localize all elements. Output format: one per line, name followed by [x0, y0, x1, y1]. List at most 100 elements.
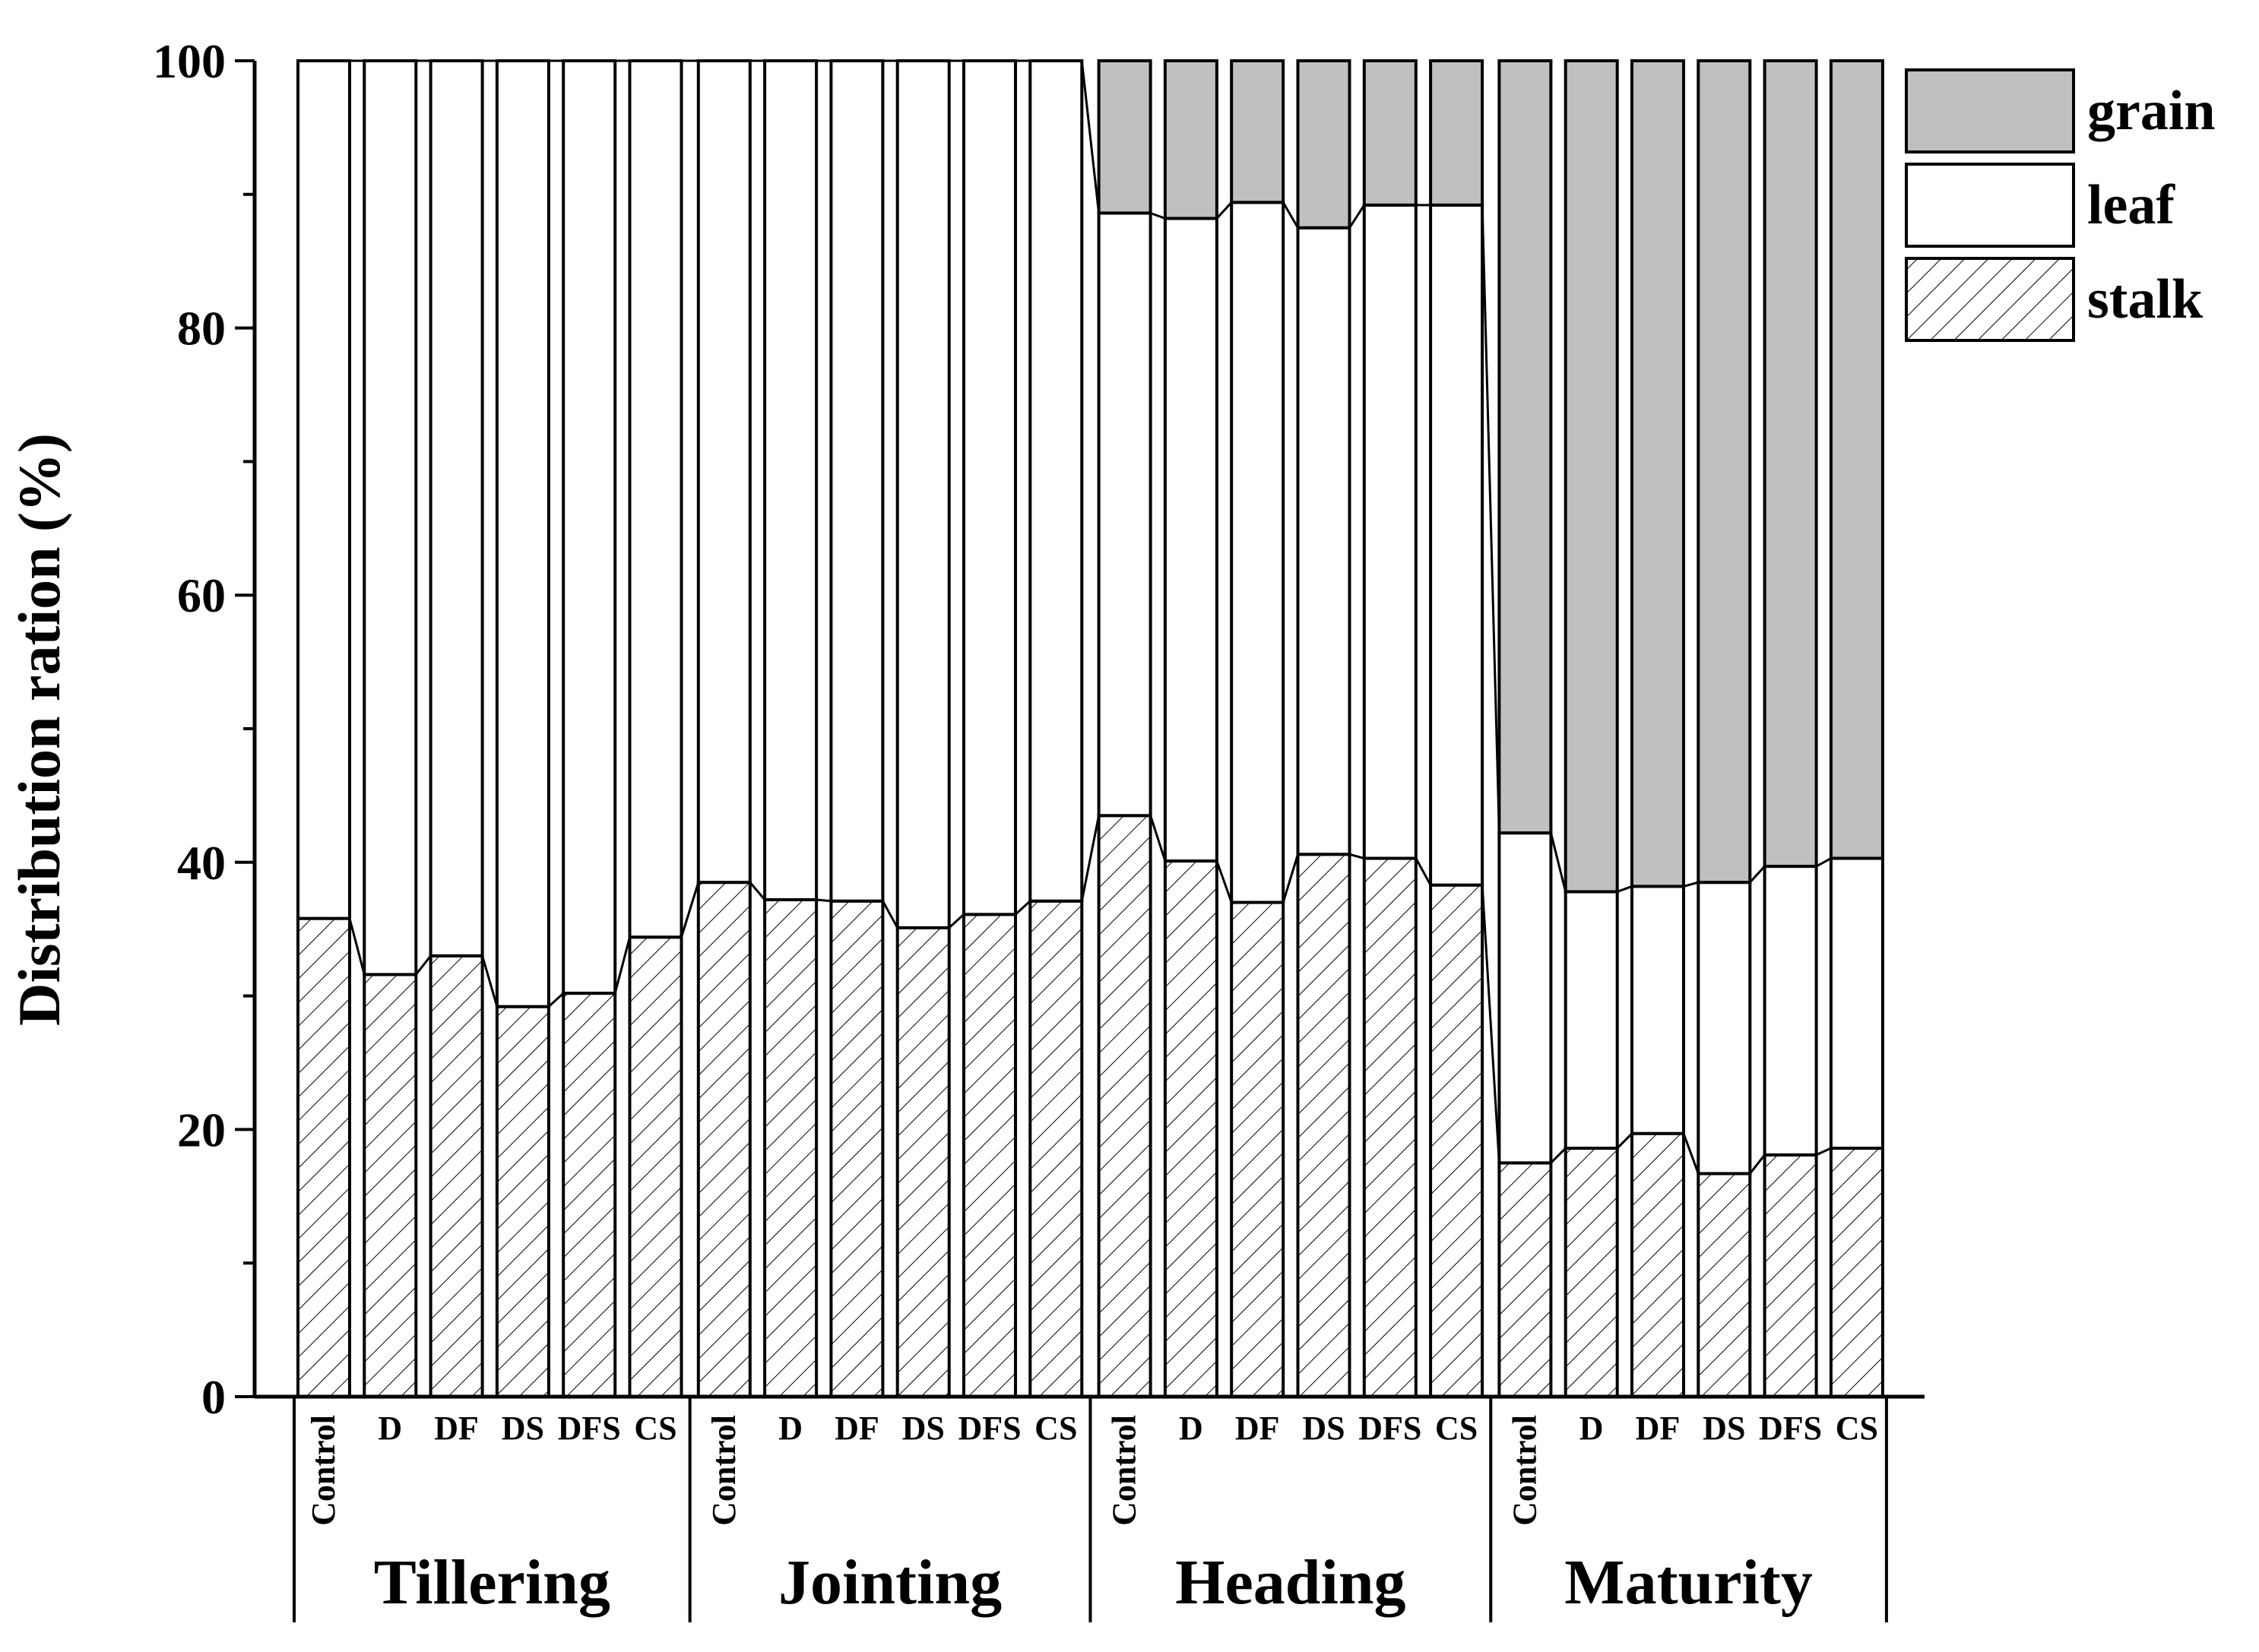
x-axis-labels: Control D DF DS DFS CS Control D DF DS DFS CS Contro… — [293, 1397, 1888, 1622]
group-label-tillering: Tillering — [374, 1547, 610, 1618]
x-tick-label-ds: DS — [1302, 1410, 1345, 1447]
connector-stalk-7 — [816, 898, 832, 903]
x-tick-label-df: DF — [434, 1410, 479, 1447]
bar-grain-maturity-ds — [1697, 59, 1752, 885]
bar-stalk-jointing-d — [763, 898, 819, 1399]
connector-stalk-20 — [1682, 1133, 1700, 1174]
group-label-maturity: Maturity — [1564, 1547, 1813, 1618]
connector-stalk-21 — [1749, 1154, 1766, 1175]
bar-leaf-maturity-df — [1630, 885, 1685, 1135]
bar-leaf-jointing-ds — [895, 59, 951, 929]
connector-stalk-4 — [613, 936, 631, 994]
bar-grain-heading-df — [1230, 59, 1285, 204]
bar-leaf-heading-dfs — [1362, 203, 1418, 860]
legend-label-stalk: stalk — [2087, 268, 2204, 331]
bar-grain-heading-dfs — [1362, 59, 1418, 207]
x-tick-label-d: D — [778, 1410, 803, 1447]
connector-leaf-19 — [1617, 885, 1633, 893]
connector-leaf-20 — [1683, 881, 1699, 888]
bar-grain-maturity-cs — [1829, 59, 1884, 860]
y-tick-label: 100 — [153, 34, 226, 88]
connector-stalk-17 — [1481, 885, 1500, 1163]
bar-stalk-jointing-cs — [1028, 899, 1084, 1398]
connector-stalk-8 — [882, 900, 899, 929]
bar-stalk-heading-df — [1230, 900, 1285, 1399]
connector-stalk-14 — [1282, 853, 1299, 903]
bar-stalk-tillering-dfs — [562, 992, 617, 1398]
bar-stalk-tillering-cs — [628, 935, 683, 1399]
connector-stalk-12 — [1149, 815, 1167, 862]
bar-stalk-jointing-df — [829, 899, 885, 1398]
x-tick-label-df: DF — [835, 1410, 879, 1447]
x-tick-label-dfs: DFS — [1358, 1410, 1421, 1447]
bar-stalk-tillering-control — [296, 916, 351, 1398]
y-tick-label: 40 — [177, 836, 226, 890]
bar-stalk-tillering-d — [363, 973, 418, 1399]
x-tick-label-dfs: DFS — [558, 1410, 621, 1447]
x-tick-label-d: D — [378, 1410, 402, 1447]
x-tick-label-df: DF — [1636, 1410, 1681, 1447]
connector-stalk-11 — [1080, 815, 1101, 902]
bars-layer — [296, 59, 1884, 1399]
bar-stalk-maturity-df — [1630, 1131, 1685, 1398]
bar-grain-maturity-d — [1564, 59, 1619, 894]
bar-leaf-tillering-dfs — [562, 59, 617, 995]
x-tick-label-control: Control — [305, 1415, 342, 1526]
bar-grain-maturity-df — [1630, 59, 1685, 888]
bar-leaf-tillering-cs — [628, 59, 683, 939]
connector-stalk-18 — [1550, 1147, 1567, 1164]
bar-grain-maturity-control — [1497, 59, 1553, 835]
bar-grain-heading-cs — [1429, 59, 1484, 207]
bar-stalk-jointing-control — [696, 881, 752, 1399]
bar-grain-heading-control — [1097, 59, 1152, 215]
bar-stalk-heading-cs — [1429, 883, 1484, 1399]
group-label-heading: Heading — [1175, 1547, 1405, 1618]
legend-label-leaf: leaf — [2087, 174, 2175, 236]
bar-stalk-maturity-cs — [1829, 1147, 1884, 1398]
bar-leaf-tillering-d — [363, 59, 418, 976]
x-tick-label-dfs: DFS — [1759, 1410, 1822, 1447]
bar-leaf-tillering-ds — [495, 59, 550, 1008]
x-tick-label-cs: CS — [1435, 1410, 1478, 1447]
connector-leaf-15 — [1348, 204, 1366, 229]
bar-leaf-heading-df — [1230, 201, 1285, 904]
bar-stalk-heading-dfs — [1362, 856, 1418, 1398]
connector-leaf-17 — [1481, 204, 1500, 834]
bar-stalk-jointing-dfs — [962, 913, 1017, 1399]
bar-stalk-tillering-df — [429, 954, 484, 1398]
group-label-jointing: Jointing — [778, 1547, 1002, 1618]
bar-leaf-jointing-d — [763, 59, 819, 902]
bar-stalk-heading-ds — [1296, 853, 1351, 1398]
x-tick-label-control: Control — [705, 1415, 743, 1526]
connector-stalk-19 — [1616, 1132, 1633, 1150]
x-tick-label-dfs: DFS — [958, 1410, 1021, 1447]
connector-stalk-2 — [481, 955, 499, 1008]
x-tick-label-control: Control — [1506, 1415, 1543, 1526]
connector-leaf-11 — [1080, 60, 1101, 214]
x-tick-label-ds: DS — [1703, 1410, 1745, 1447]
bar-leaf-jointing-dfs — [962, 59, 1017, 916]
bar-leaf-tillering-control — [296, 59, 351, 920]
connector-leaf-21 — [1749, 866, 1766, 884]
connector-leaf-18 — [1549, 832, 1567, 892]
x-tick-label-ds: DS — [502, 1410, 544, 1447]
y-axis-title: Distribution ration (%) — [6, 433, 72, 1026]
connector-leaf-13 — [1215, 201, 1233, 220]
bar-leaf-heading-ds — [1296, 226, 1351, 856]
connector-stalk-10 — [1014, 900, 1031, 916]
bar-leaf-maturity-ds — [1697, 881, 1752, 1176]
bar-stalk-maturity-ds — [1697, 1172, 1752, 1398]
bar-leaf-tillering-df — [429, 59, 484, 957]
connector-stalk-16 — [1415, 857, 1432, 886]
x-tick-label-d: D — [1579, 1410, 1604, 1447]
connector-stalk-5 — [680, 881, 700, 938]
bar-stalk-jointing-ds — [895, 926, 951, 1398]
bar-stalk-maturity-control — [1497, 1161, 1553, 1398]
x-tick-label-ds: DS — [902, 1410, 945, 1447]
x-tick-label-cs: CS — [1836, 1410, 1878, 1447]
y-tick-label: 20 — [177, 1103, 226, 1157]
x-tick-label-cs: CS — [1034, 1410, 1077, 1447]
connector-leaf-12 — [1150, 212, 1166, 220]
connector-stalk-1 — [415, 954, 432, 976]
